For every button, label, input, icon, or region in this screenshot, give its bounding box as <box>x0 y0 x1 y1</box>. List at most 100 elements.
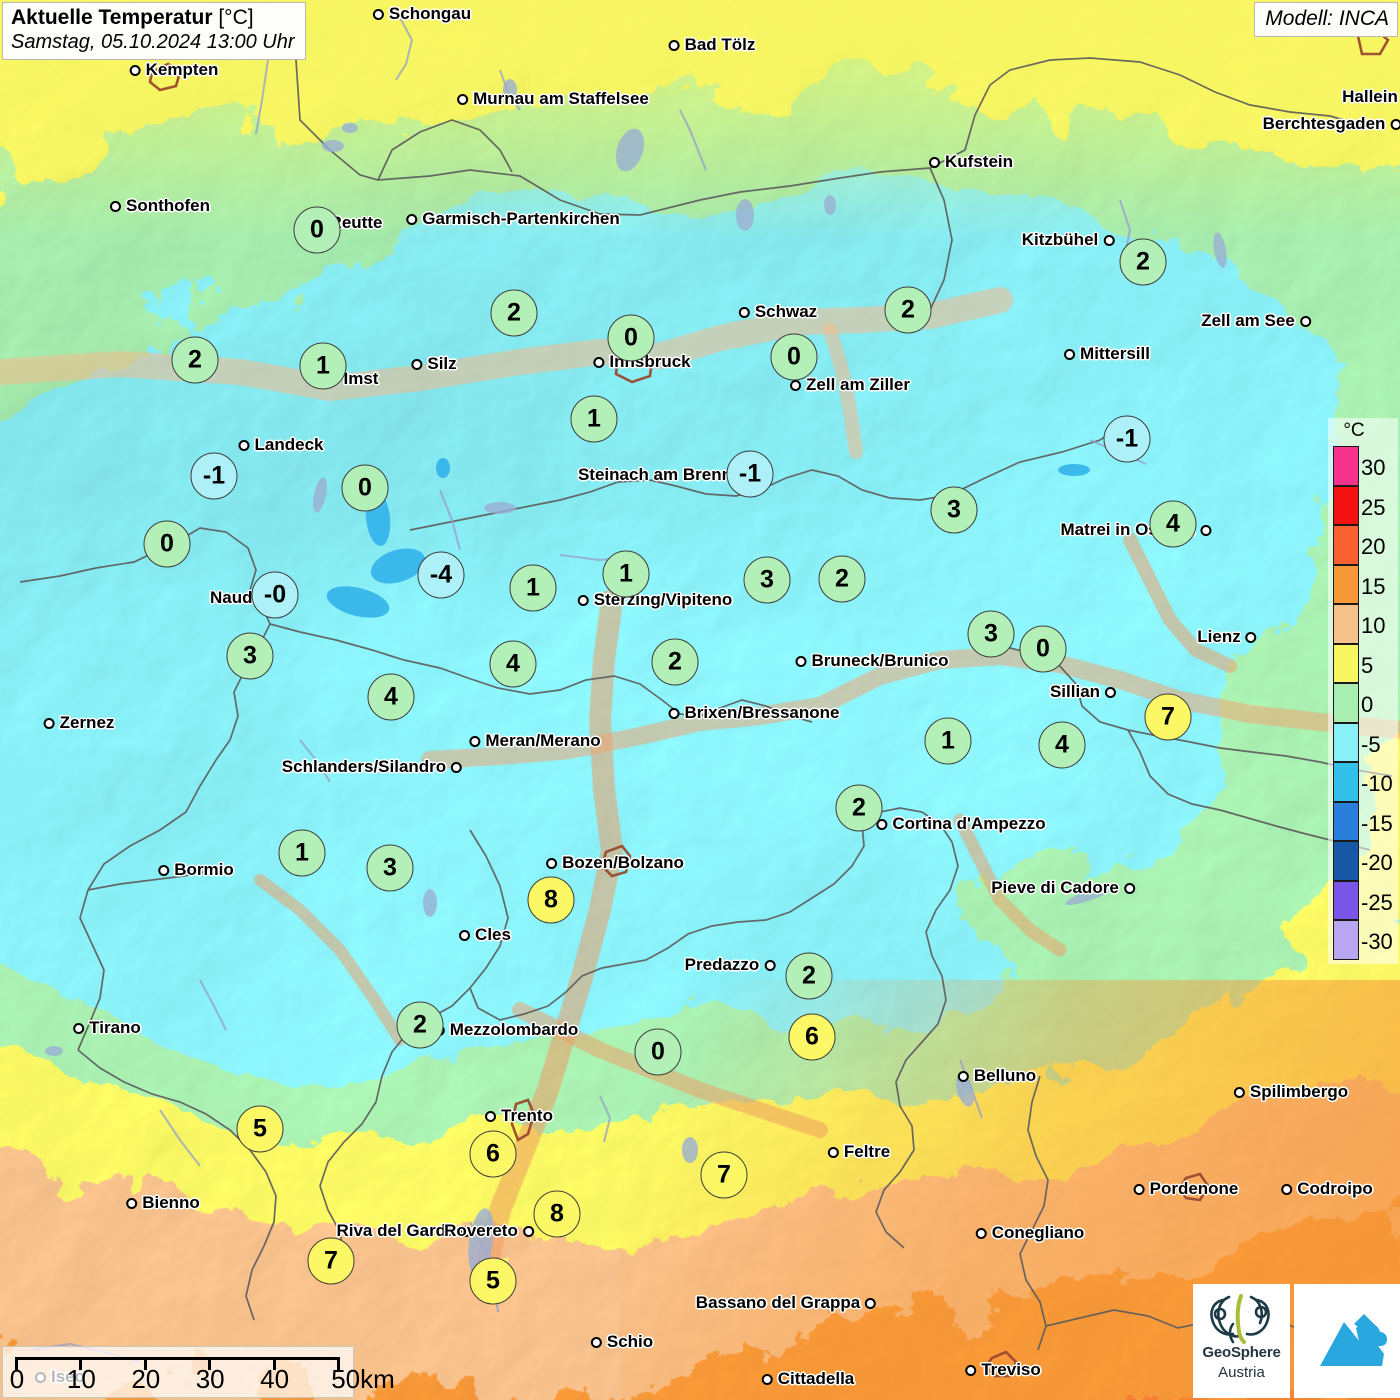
city-dot-icon <box>1105 686 1117 698</box>
station-temperature-bubble[interactable]: 0 <box>607 314 655 362</box>
city-marker[interactable]: Feltre <box>827 1142 890 1162</box>
city-marker[interactable]: Bienno <box>126 1193 200 1213</box>
station-temperature-bubble[interactable]: 4 <box>1149 500 1197 548</box>
city-marker[interactable]: Bad Tölz <box>668 35 755 55</box>
station-temperature-bubble[interactable]: 2 <box>396 1001 444 1049</box>
station-temperature-bubble[interactable]: 7 <box>307 1237 355 1285</box>
city-marker[interactable]: Silz <box>411 354 457 374</box>
city-dot-icon <box>965 1364 977 1376</box>
station-temperature-bubble[interactable]: 3 <box>930 486 978 534</box>
city-marker[interactable]: Belluno <box>957 1066 1036 1086</box>
city-marker[interactable]: Schongau <box>372 4 472 24</box>
city-marker[interactable]: Tirano <box>73 1018 141 1038</box>
city-marker[interactable]: Zell am See <box>1201 311 1311 331</box>
station-temperature-bubble[interactable]: 8 <box>533 1190 581 1238</box>
city-marker[interactable]: Zell am Ziller <box>790 375 910 395</box>
station-temperature-bubble[interactable]: 2 <box>1119 238 1167 286</box>
station-temperature-bubble[interactable]: 2 <box>171 336 219 384</box>
city-marker[interactable]: Lienz <box>1197 627 1257 647</box>
station-temperature-bubble[interactable]: 5 <box>236 1105 284 1153</box>
station-temperature-bubble[interactable]: 1 <box>602 550 650 598</box>
city-label: Schongau <box>388 4 472 23</box>
city-marker[interactable]: Meran/Merano <box>469 731 601 751</box>
city-marker[interactable]: Predazzo <box>685 955 776 975</box>
city-marker[interactable]: Hallein <box>1342 87 1400 107</box>
city-dot-icon <box>668 39 680 51</box>
station-temperature-bubble[interactable]: -4 <box>417 551 465 599</box>
city-marker[interactable]: Treviso <box>965 1360 1041 1380</box>
station-temperature-bubble[interactable]: 0 <box>293 206 341 254</box>
city-marker[interactable]: Pieve di Cadore <box>991 878 1135 898</box>
city-marker[interactable]: Riva del Garda <box>336 1221 472 1241</box>
station-temperature-bubble[interactable]: 1 <box>299 342 347 390</box>
station-temperature-bubble[interactable]: 1 <box>509 564 557 612</box>
station-temperature-bubble[interactable]: 2 <box>835 784 883 832</box>
city-marker[interactable]: Trento <box>485 1106 553 1126</box>
station-temperature-bubble[interactable]: 6 <box>469 1130 517 1178</box>
station-temperature-bubble[interactable]: 1 <box>570 395 618 443</box>
city-marker[interactable]: Bruneck/Brunico <box>795 651 948 671</box>
station-temperature-bubble[interactable]: 0 <box>1019 625 1067 673</box>
station-temperature-bubble[interactable]: 2 <box>785 952 833 1000</box>
city-marker[interactable]: Brixen/Bressanone <box>668 703 839 723</box>
legend-unit: °C <box>1343 420 1365 441</box>
station-temperature-bubble[interactable]: 2 <box>884 286 932 334</box>
station-temperature-bubble[interactable]: 2 <box>651 638 699 686</box>
station-temperature-bubble[interactable]: 7 <box>700 1151 748 1199</box>
city-dot-icon <box>929 156 940 168</box>
station-temperature-bubble[interactable]: 4 <box>367 673 415 721</box>
station-temperature-bubble[interactable]: 3 <box>967 610 1015 658</box>
city-marker[interactable]: Sonthofen <box>109 196 210 216</box>
city-marker[interactable]: Sterzing/Vipiteno <box>577 590 732 610</box>
city-marker[interactable]: Garmisch-Partenkirchen <box>406 209 620 229</box>
city-marker[interactable]: Coneglianо <box>975 1223 1084 1243</box>
city-marker[interactable]: Cles <box>459 925 511 945</box>
city-marker[interactable]: Zernez <box>43 713 114 733</box>
city-marker[interactable]: Schlanders/Silandro <box>282 757 463 777</box>
city-marker[interactable]: Bassano del Grappa <box>696 1293 877 1313</box>
station-temperature-bubble[interactable]: 6 <box>788 1013 836 1061</box>
station-temperature-bubble[interactable]: 8 <box>527 876 575 924</box>
station-temperature-bubble[interactable]: 1 <box>278 829 326 877</box>
legend-tick-label: -15 <box>1361 810 1393 836</box>
city-marker[interactable]: Kufstein <box>929 152 1013 172</box>
city-marker[interactable]: Bormio <box>158 860 234 880</box>
station-temperature-bubble[interactable]: 7 <box>1144 693 1192 741</box>
station-temperature-bubble[interactable]: -0 <box>251 571 299 619</box>
city-marker[interactable]: Mittersill <box>1064 344 1150 364</box>
station-temperature-bubble[interactable]: 2 <box>490 289 538 337</box>
city-marker[interactable]: Schwaz <box>738 302 817 322</box>
city-marker[interactable]: Sillian <box>1050 682 1117 702</box>
city-marker[interactable]: Codroipo <box>1281 1179 1373 1199</box>
station-temperature-bubble[interactable]: -1 <box>726 450 774 498</box>
station-temperature-bubble[interactable]: 4 <box>489 640 537 688</box>
city-marker[interactable]: Kitzbühel <box>1022 230 1115 250</box>
city-marker[interactable]: Mezzolombardo <box>433 1020 578 1040</box>
station-temperature-bubble[interactable]: 1 <box>924 717 972 765</box>
station-temperature-bubble[interactable]: -1 <box>190 452 238 500</box>
city-marker[interactable]: Cortina d'Ampezzo <box>876 814 1046 834</box>
station-temperature-bubble[interactable]: 4 <box>1038 721 1086 769</box>
city-marker[interactable]: Rovereto <box>444 1221 534 1241</box>
city-marker[interactable]: Cittadella <box>761 1369 854 1389</box>
station-temperature-bubble[interactable]: 0 <box>143 520 191 568</box>
station-temperature-bubble[interactable]: 3 <box>226 632 274 680</box>
city-marker[interactable]: Schio <box>590 1332 653 1352</box>
station-temperature-bubble[interactable]: 3 <box>743 556 791 604</box>
station-temperature-bubble[interactable]: 5 <box>469 1257 517 1305</box>
city-marker[interactable]: Pordenone <box>1133 1179 1238 1199</box>
station-temperature-bubble[interactable]: 3 <box>366 844 414 892</box>
station-temperature-bubble[interactable]: 0 <box>770 333 818 381</box>
city-marker[interactable]: Kempten <box>129 60 218 80</box>
city-marker[interactable]: Murnau am Staffelsee <box>457 89 649 109</box>
station-temperature-bubble[interactable]: 2 <box>818 555 866 603</box>
city-marker[interactable]: Landeck <box>238 435 323 455</box>
station-temperature-bubble[interactable]: 0 <box>634 1028 682 1076</box>
station-temperature-bubble[interactable]: 0 <box>341 464 389 512</box>
city-marker[interactable]: Spilimbergo <box>1233 1082 1348 1102</box>
city-marker[interactable]: Bozen/Bolzano <box>546 853 684 873</box>
city-marker[interactable]: Berchtesgaden <box>1263 114 1400 134</box>
city-dot-icon <box>460 1225 472 1237</box>
station-temperature-bubble[interactable]: -1 <box>1103 415 1151 463</box>
